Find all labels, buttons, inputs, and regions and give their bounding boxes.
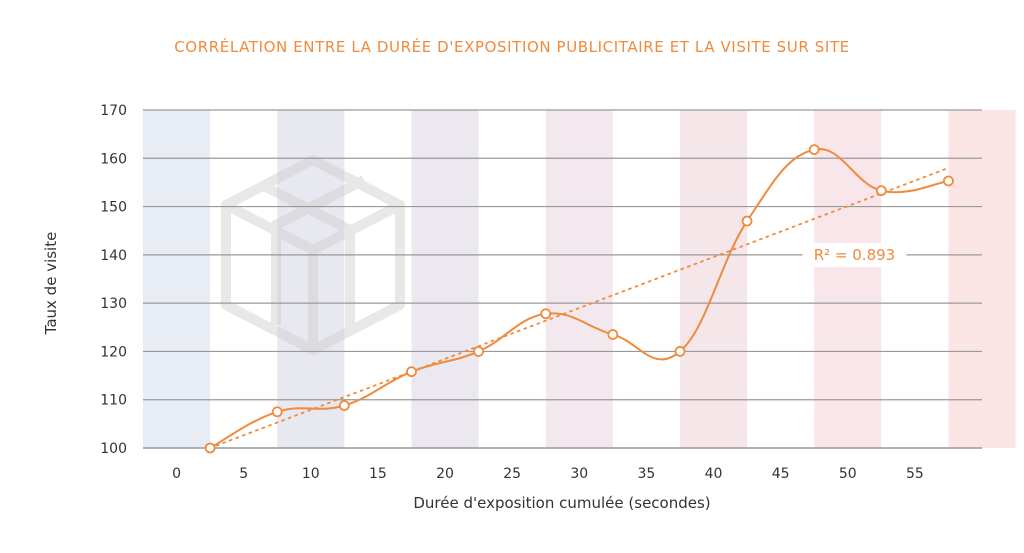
background-band [948, 110, 1016, 448]
x-tick-label: 10 [302, 466, 320, 482]
y-tick-label: 160 [100, 151, 127, 167]
data-point [875, 185, 887, 197]
data-point [473, 346, 485, 357]
y-tick-label: 100 [100, 441, 127, 457]
y-tick-label: 170 [100, 103, 127, 119]
data-point [204, 442, 216, 454]
x-tick-labels: 0 5 10 15 20 25 30 35 40 45 50 55 [172, 466, 924, 482]
x-tick-label: 15 [369, 466, 387, 482]
r2-annotation-box [802, 242, 907, 267]
x-tick-label: 55 [906, 466, 924, 482]
r2-annotation: R² = 0.893 [814, 246, 895, 264]
data-point [607, 329, 619, 340]
watermark-cube-icon [221, 155, 405, 355]
data-point [338, 400, 350, 411]
x-tick-label: 45 [772, 466, 790, 482]
background-band [143, 110, 211, 448]
trendline [209, 167, 950, 449]
x-tick-label: 30 [570, 466, 588, 482]
data-point [943, 175, 954, 187]
background-band [545, 110, 613, 448]
x-tick-label: 0 [172, 466, 181, 482]
background-band [814, 110, 882, 448]
data-point [741, 215, 753, 227]
data-points [204, 144, 954, 454]
background-band [411, 110, 479, 448]
x-tick-label: 5 [239, 466, 248, 482]
x-tick-label: 25 [503, 466, 521, 482]
chart-title: CORRÉLATION ENTRE LA DURÉE D'EXPOSITION … [174, 38, 850, 56]
y-tick-labels: 100 110 120 130 140 150 160 170 [100, 103, 127, 457]
background-band [679, 110, 748, 448]
x-axis-label: Durée d'exposition cumulée (secondes) [413, 494, 710, 512]
x-tick-label: 35 [637, 466, 655, 482]
y-tick-label: 120 [100, 344, 127, 360]
y-tick-label: 150 [100, 200, 127, 216]
data-point [808, 144, 820, 155]
data-point [271, 406, 283, 418]
x-tick-label: 50 [839, 466, 857, 482]
data-point [540, 308, 552, 320]
data-point [674, 346, 686, 357]
x-tick-label: 20 [436, 466, 454, 482]
y-tick-label: 140 [100, 248, 127, 264]
data-point [406, 366, 417, 378]
background-bands [143, 110, 1016, 448]
trendline-path [209, 167, 950, 449]
r2-annotation-group: R² = 0.893 [802, 242, 907, 267]
x-tick-label: 40 [705, 466, 723, 482]
y-tick-label: 130 [100, 296, 127, 312]
y-axis-label: Taux de visite [42, 232, 60, 336]
y-tick-label: 110 [100, 393, 127, 409]
